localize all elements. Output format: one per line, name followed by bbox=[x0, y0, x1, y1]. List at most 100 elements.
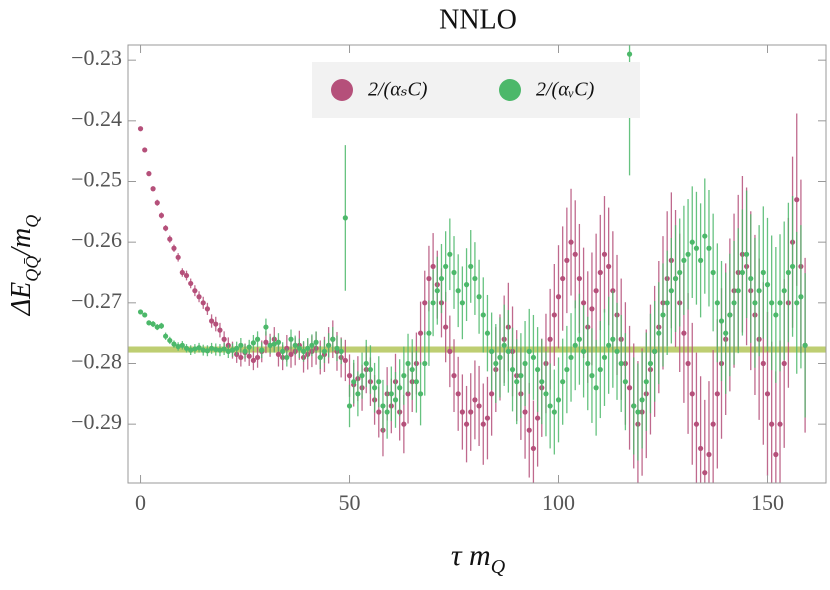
x-tick-label: 50 bbox=[339, 490, 361, 515]
point bbox=[246, 344, 252, 350]
point bbox=[137, 309, 144, 315]
point bbox=[179, 342, 185, 348]
point bbox=[434, 288, 440, 294]
point bbox=[363, 360, 369, 367]
point bbox=[693, 245, 700, 251]
point bbox=[743, 251, 750, 257]
point bbox=[359, 373, 365, 379]
point bbox=[384, 409, 390, 415]
point bbox=[739, 269, 746, 276]
point bbox=[376, 409, 382, 415]
point bbox=[547, 336, 553, 342]
point bbox=[551, 312, 557, 318]
x-tick-label: 150 bbox=[751, 490, 784, 515]
point bbox=[188, 347, 194, 353]
point bbox=[677, 269, 683, 276]
point bbox=[334, 345, 340, 351]
point bbox=[764, 282, 771, 288]
point bbox=[137, 126, 144, 132]
point bbox=[476, 403, 482, 409]
point bbox=[380, 403, 386, 409]
point bbox=[626, 385, 633, 391]
point bbox=[698, 445, 704, 452]
point bbox=[698, 257, 704, 263]
point bbox=[192, 346, 198, 352]
point bbox=[652, 348, 658, 354]
point bbox=[702, 470, 708, 476]
legend-label: 2/(αₛC) bbox=[368, 79, 428, 101]
point bbox=[167, 337, 173, 344]
point bbox=[702, 233, 708, 239]
point bbox=[225, 348, 231, 354]
point bbox=[576, 336, 583, 342]
point bbox=[146, 320, 152, 326]
point bbox=[476, 294, 482, 300]
point bbox=[530, 445, 537, 452]
point bbox=[142, 147, 148, 153]
point bbox=[656, 330, 662, 336]
point bbox=[443, 324, 449, 330]
point bbox=[710, 421, 716, 427]
point bbox=[785, 269, 791, 276]
point bbox=[342, 215, 348, 221]
point bbox=[342, 357, 348, 364]
point bbox=[217, 347, 223, 353]
point bbox=[451, 373, 457, 379]
point bbox=[693, 421, 700, 427]
point bbox=[756, 288, 762, 294]
point bbox=[167, 236, 173, 242]
point bbox=[455, 391, 461, 397]
point bbox=[459, 409, 465, 415]
point bbox=[146, 171, 152, 177]
point bbox=[664, 300, 670, 306]
point bbox=[514, 379, 520, 385]
point bbox=[296, 345, 302, 351]
point bbox=[443, 263, 449, 270]
point bbox=[154, 324, 160, 330]
point bbox=[426, 275, 432, 282]
point bbox=[150, 186, 156, 192]
point bbox=[254, 336, 261, 342]
point bbox=[484, 415, 491, 421]
point bbox=[773, 451, 779, 458]
point bbox=[647, 360, 654, 367]
point bbox=[455, 288, 461, 294]
point bbox=[526, 427, 532, 433]
point bbox=[564, 257, 570, 263]
point bbox=[555, 397, 562, 403]
point bbox=[668, 288, 674, 294]
point bbox=[447, 251, 453, 257]
point bbox=[183, 345, 190, 351]
point bbox=[773, 312, 779, 318]
point bbox=[689, 391, 695, 397]
point bbox=[518, 373, 524, 379]
point bbox=[426, 330, 432, 336]
point bbox=[585, 360, 591, 367]
point bbox=[639, 397, 645, 403]
point bbox=[317, 354, 323, 361]
point bbox=[371, 385, 378, 391]
point bbox=[142, 312, 148, 318]
y-tick-label: −0.25 bbox=[71, 167, 122, 192]
legend-swatch bbox=[499, 79, 521, 101]
point bbox=[171, 245, 177, 251]
point bbox=[417, 391, 424, 397]
point bbox=[158, 323, 165, 329]
point bbox=[397, 385, 403, 391]
point bbox=[685, 360, 691, 367]
x-label-main: τ m bbox=[451, 539, 491, 572]
point bbox=[238, 354, 244, 361]
point bbox=[183, 272, 190, 279]
chart-title: NNLO bbox=[439, 4, 517, 35]
legend: 2/(αₛC) 2/(αᵥC) bbox=[312, 62, 640, 118]
point bbox=[280, 348, 286, 354]
point bbox=[748, 275, 754, 282]
point bbox=[430, 263, 436, 270]
point bbox=[789, 263, 796, 270]
y-tick-label: −0.29 bbox=[71, 409, 122, 434]
point bbox=[472, 397, 478, 403]
point bbox=[769, 300, 775, 306]
point bbox=[497, 354, 503, 361]
point bbox=[480, 312, 486, 318]
point bbox=[300, 348, 307, 354]
